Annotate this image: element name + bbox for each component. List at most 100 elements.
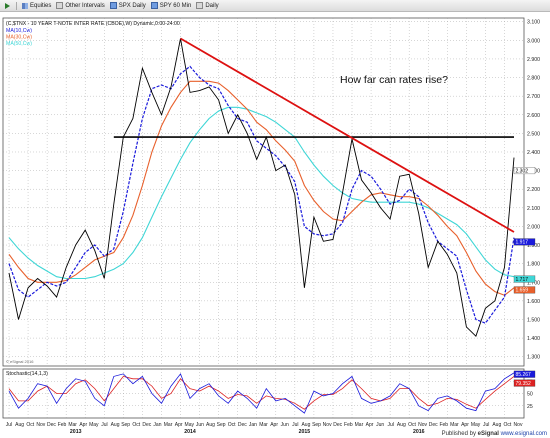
x-month-label: Apr xyxy=(79,422,87,428)
toolbar-other-intervals-label: Other Intervals xyxy=(65,2,105,9)
x-month-label: Jan xyxy=(153,422,161,428)
legend-entry: MA(30,Cw) xyxy=(6,35,32,41)
toolbar-other-intervals[interactable]: Other Intervals xyxy=(56,2,105,9)
grid-icon xyxy=(22,2,28,9)
last-value-tag xyxy=(513,238,536,246)
x-month-label: May xyxy=(89,422,99,428)
y-tick-label: 2.400 xyxy=(527,150,540,156)
stochastic-last-tag xyxy=(513,370,536,378)
chart-icon xyxy=(150,2,158,9)
x-month-label: May xyxy=(471,422,481,428)
y-tick-label: 2.100 xyxy=(527,206,540,212)
last-value-tag xyxy=(513,167,536,175)
y-tick-label: 1.500 xyxy=(527,317,540,323)
x-month-label: Nov xyxy=(418,422,427,428)
ma50-line xyxy=(8,106,515,280)
x-month-label: Apr xyxy=(366,422,374,428)
x-year-label: 2014 xyxy=(184,429,196,435)
toolbar-daily[interactable]: Daily xyxy=(196,2,219,9)
x-month-label: Feb xyxy=(439,422,448,428)
footer-brand: eSignal xyxy=(477,431,499,437)
x-year-label: 2013 xyxy=(70,429,82,435)
last-value-tag xyxy=(513,286,536,294)
x-month-label: Nov xyxy=(323,422,332,428)
y-tick-label: 1.900 xyxy=(527,243,540,249)
price-chart[interactable]: 1.300 1.400 1.500 1.600 1.700 1.800 1.900 2.000… xyxy=(0,11,550,438)
toolbar-equities[interactable]: Equities xyxy=(22,2,52,9)
x-month-label: Feb xyxy=(344,422,353,428)
x-month-label: Apr xyxy=(461,422,469,428)
y-tick-label: 1.600 xyxy=(527,299,540,305)
y-tick-label: 1.800 xyxy=(527,262,540,268)
x-month-label: Jun xyxy=(196,422,204,428)
stochastic-last-tag xyxy=(513,379,536,387)
x-month-label: Jul xyxy=(483,422,489,428)
x-month-label: Jun xyxy=(281,422,289,428)
y-tick-label: 2.000 xyxy=(527,224,540,230)
toolbar: Equities Other Intervals SPX Daily SPY 6… xyxy=(0,0,550,12)
stochastic-tick-label: 25 xyxy=(527,404,533,410)
y-tick-label: 3.000 xyxy=(527,38,540,44)
chart-title: (C,$TNX - 10 YEAR T-NOTE INTER RATE (CBO… xyxy=(6,21,180,27)
toolbar-spx-daily-label: SPX Daily xyxy=(118,2,146,9)
y-tick-label: 2.900 xyxy=(527,57,540,63)
x-month-label: Sep xyxy=(312,422,321,428)
last-value-label: 1.659 xyxy=(516,288,529,294)
x-year-label: 2015 xyxy=(299,429,311,435)
last-value-label: 1.917 xyxy=(516,240,529,246)
x-month-label: Dec xyxy=(47,422,56,428)
toolbar-equities-label: Equities xyxy=(30,2,52,9)
stochastic-last-label: 79.352 xyxy=(516,381,532,387)
x-month-label: Jul xyxy=(6,422,12,428)
x-month-label: Aug xyxy=(15,422,24,428)
calendar-icon xyxy=(196,2,204,9)
x-month-label: Dec xyxy=(142,422,151,428)
last-value-label: 2.302 xyxy=(516,168,529,174)
x-month-label: Jul xyxy=(292,422,298,428)
toolbar-separator xyxy=(16,1,17,10)
stochastic-label: Stochastic(14,1,3) xyxy=(6,371,48,377)
x-month-label: May xyxy=(185,422,195,428)
footer-url[interactable]: www.esignal.com xyxy=(500,431,547,437)
play-icon xyxy=(5,2,10,9)
y-tick-label: 1.300 xyxy=(527,355,540,361)
toolbar-spx-daily[interactable]: SPX Daily xyxy=(109,2,146,9)
toolbar-play[interactable] xyxy=(5,2,12,9)
legend-entry: MA(10,Cw) xyxy=(6,28,32,34)
x-month-label: Jun xyxy=(376,422,384,428)
x-month-label: Apr xyxy=(270,422,278,428)
x-month-label: Oct xyxy=(26,422,34,428)
x-month-label: Aug xyxy=(492,422,501,428)
stochastic-k-line xyxy=(8,372,515,414)
ma30-line xyxy=(8,80,515,296)
calendar-icon xyxy=(56,2,64,9)
toolbar-spy-60-min[interactable]: SPY 60 Min xyxy=(150,2,192,9)
ma10-line xyxy=(8,65,515,324)
y-tick-label: 2.700 xyxy=(527,94,540,100)
y-tick-label: 2.500 xyxy=(527,131,540,137)
watermark-text: © eSignal 2016 xyxy=(6,359,34,364)
x-month-label: Nov xyxy=(514,422,523,428)
resistance-trend-line xyxy=(180,37,515,233)
x-month-label: Nov xyxy=(36,422,45,428)
x-month-label: Sep xyxy=(121,422,130,428)
x-month-label: Sep xyxy=(217,422,226,428)
annotation-text: How far can rates rise? xyxy=(340,74,448,86)
x-month-label: Mar xyxy=(450,422,459,428)
x-month-label: Aug xyxy=(301,422,310,428)
footer-prefix: Published by xyxy=(441,431,478,437)
x-month-label: Dec xyxy=(333,422,342,428)
x-month-label: Aug xyxy=(111,422,120,428)
x-month-label: Oct xyxy=(132,422,140,428)
x-month-label: Jul xyxy=(388,422,394,428)
x-month-label: Dec xyxy=(238,422,247,428)
x-month-label: Oct xyxy=(408,422,416,428)
stochastic-signal-line xyxy=(8,375,515,410)
x-month-label: Oct xyxy=(504,422,512,428)
toolbar-spy-60-min-label: SPY 60 Min xyxy=(159,2,192,9)
x-month-label: Jan xyxy=(249,422,257,428)
x-month-label: Mar xyxy=(164,422,173,428)
toolbar-daily-label: Daily xyxy=(205,2,219,9)
x-month-label: Dec xyxy=(429,422,438,428)
y-tick-label: 2.800 xyxy=(527,76,540,82)
